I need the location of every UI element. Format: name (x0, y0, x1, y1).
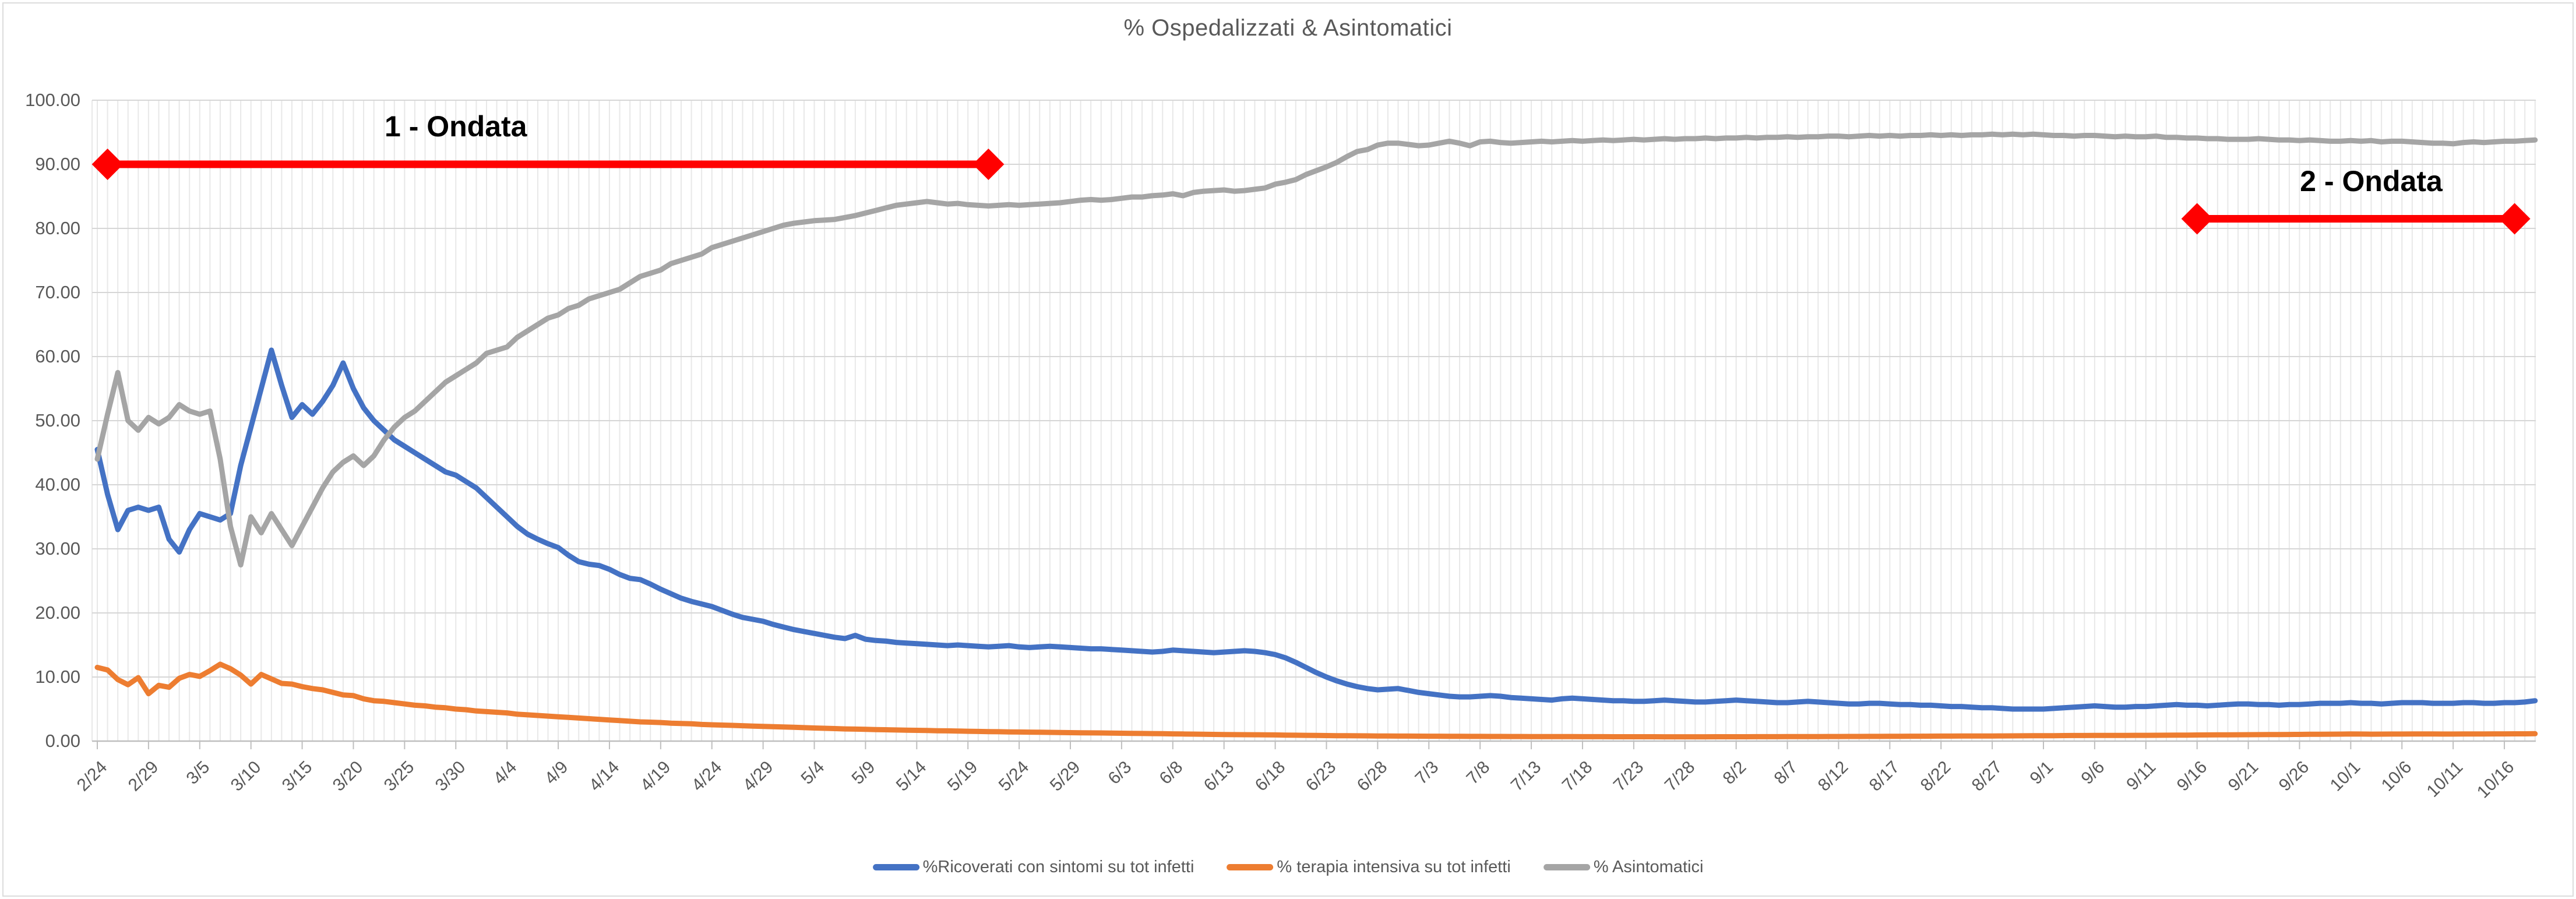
legend-label: % terapia intensiva su tot infetti (1277, 858, 1511, 876)
y-axis-label: 50.00 (35, 410, 80, 431)
chart-legend: %Ricoverati con sintomi su tot infetti % … (872, 858, 1704, 877)
legend-swatch-icon (872, 864, 919, 870)
legend-item: % terapia intensiva su tot infetti (1227, 858, 1511, 877)
wave2-annotation-diamond (2499, 203, 2531, 235)
chart-title: % Ospedalizzati & Asintomatici (1123, 15, 1453, 41)
legend-swatch-icon (1543, 864, 1590, 870)
wave1-annotation-diamond (972, 149, 1005, 180)
y-axis-label: 40.00 (35, 474, 80, 495)
wave2-annotation-diamond (2181, 203, 2213, 235)
y-axis-label: 30.00 (35, 538, 80, 559)
y-axis-label: 100.00 (25, 90, 80, 110)
series-line-1 (94, 347, 2538, 712)
legend-label: % Asintomatici (1593, 858, 1704, 876)
y-axis-label: 60.00 (35, 346, 80, 366)
y-axis-label: 90.00 (35, 154, 80, 174)
y-axis-label: 10.00 (35, 667, 80, 687)
legend-item: % Asintomatici (1543, 858, 1704, 877)
series-line-2 (94, 661, 2538, 740)
y-axis-label: 70.00 (35, 282, 80, 302)
wave1-annotation-label: 1 - Ondata (385, 110, 527, 143)
legend-label: %Ricoverati con sintomi su tot infetti (922, 858, 1194, 876)
legend-swatch-icon (1227, 864, 1274, 870)
y-axis-label: 0.00 (45, 731, 80, 751)
legend-item: %Ricoverati con sintomi su tot infetti (872, 858, 1194, 877)
wave2-annotation-label: 2 - Ondata (2300, 164, 2443, 198)
y-axis-label: 20.00 (35, 602, 80, 623)
series-line-3 (94, 131, 2538, 567)
wave1-annotation-diamond (91, 149, 124, 180)
y-axis-label: 80.00 (35, 218, 80, 238)
